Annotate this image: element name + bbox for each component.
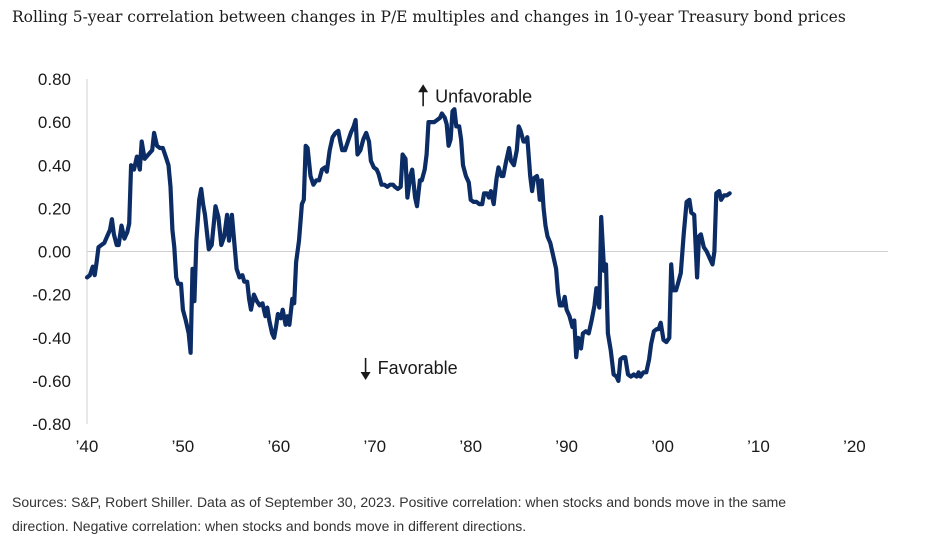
annotation-favorable: Favorable bbox=[360, 357, 458, 380]
y-tick-label: 0.60 bbox=[38, 113, 71, 132]
y-tick-label: 0.20 bbox=[38, 199, 71, 218]
x-tick-label: ’50 bbox=[172, 437, 195, 456]
x-tick-label: ’10 bbox=[747, 437, 770, 456]
footnote-line-2: direction. Negative correlation: when st… bbox=[12, 518, 527, 534]
x-tick-label: ’20 bbox=[843, 437, 866, 456]
x-tick-label: ’80 bbox=[459, 437, 482, 456]
arrow-up-icon-head bbox=[418, 84, 429, 93]
y-tick-label: -0.20 bbox=[32, 286, 71, 305]
y-tick-label: -0.40 bbox=[32, 329, 71, 348]
annotation-label: Favorable bbox=[378, 358, 458, 378]
x-tick-label: ’90 bbox=[555, 437, 578, 456]
x-tick-label: ’00 bbox=[651, 437, 674, 456]
y-tick-label: -0.60 bbox=[32, 372, 71, 391]
y-tick-label: 0.80 bbox=[38, 70, 71, 89]
chart-footnote: Sources: S&P, Robert Shiller. Data as of… bbox=[12, 490, 912, 538]
x-axis-ticks: ’40 ’50 ’60 ’70 ’80 ’90 ’00 ’10 ’20 bbox=[76, 437, 866, 456]
x-tick-label: ’40 bbox=[76, 437, 99, 456]
correlation-series-line bbox=[84, 107, 732, 383]
chart-annotations: Unfavorable Favorable bbox=[360, 84, 532, 380]
x-tick-label: ’60 bbox=[268, 437, 291, 456]
footnote-line-1: Sources: S&P, Robert Shiller. Data as of… bbox=[12, 494, 787, 510]
correlation-chart: 0.80 0.60 0.40 0.20 0.00 -0.20 -0.40 -0.60 -0.80… bbox=[32, 70, 888, 456]
chart-title: Rolling 5-year correlation between chang… bbox=[12, 8, 846, 26]
annotation-unfavorable: Unfavorable bbox=[418, 84, 532, 107]
y-tick-label: -0.80 bbox=[32, 415, 71, 434]
y-tick-label: 0.00 bbox=[38, 243, 71, 262]
annotation-label: Unfavorable bbox=[435, 86, 532, 106]
chart-axes bbox=[86, 79, 888, 424]
arrow-down-icon-head bbox=[360, 371, 371, 380]
y-axis-ticks: 0.80 0.60 0.40 0.20 0.00 -0.20 -0.40 -0.60 -0.80 bbox=[32, 70, 71, 434]
y-tick-label: 0.40 bbox=[38, 156, 71, 175]
x-tick-label: ’70 bbox=[363, 437, 386, 456]
